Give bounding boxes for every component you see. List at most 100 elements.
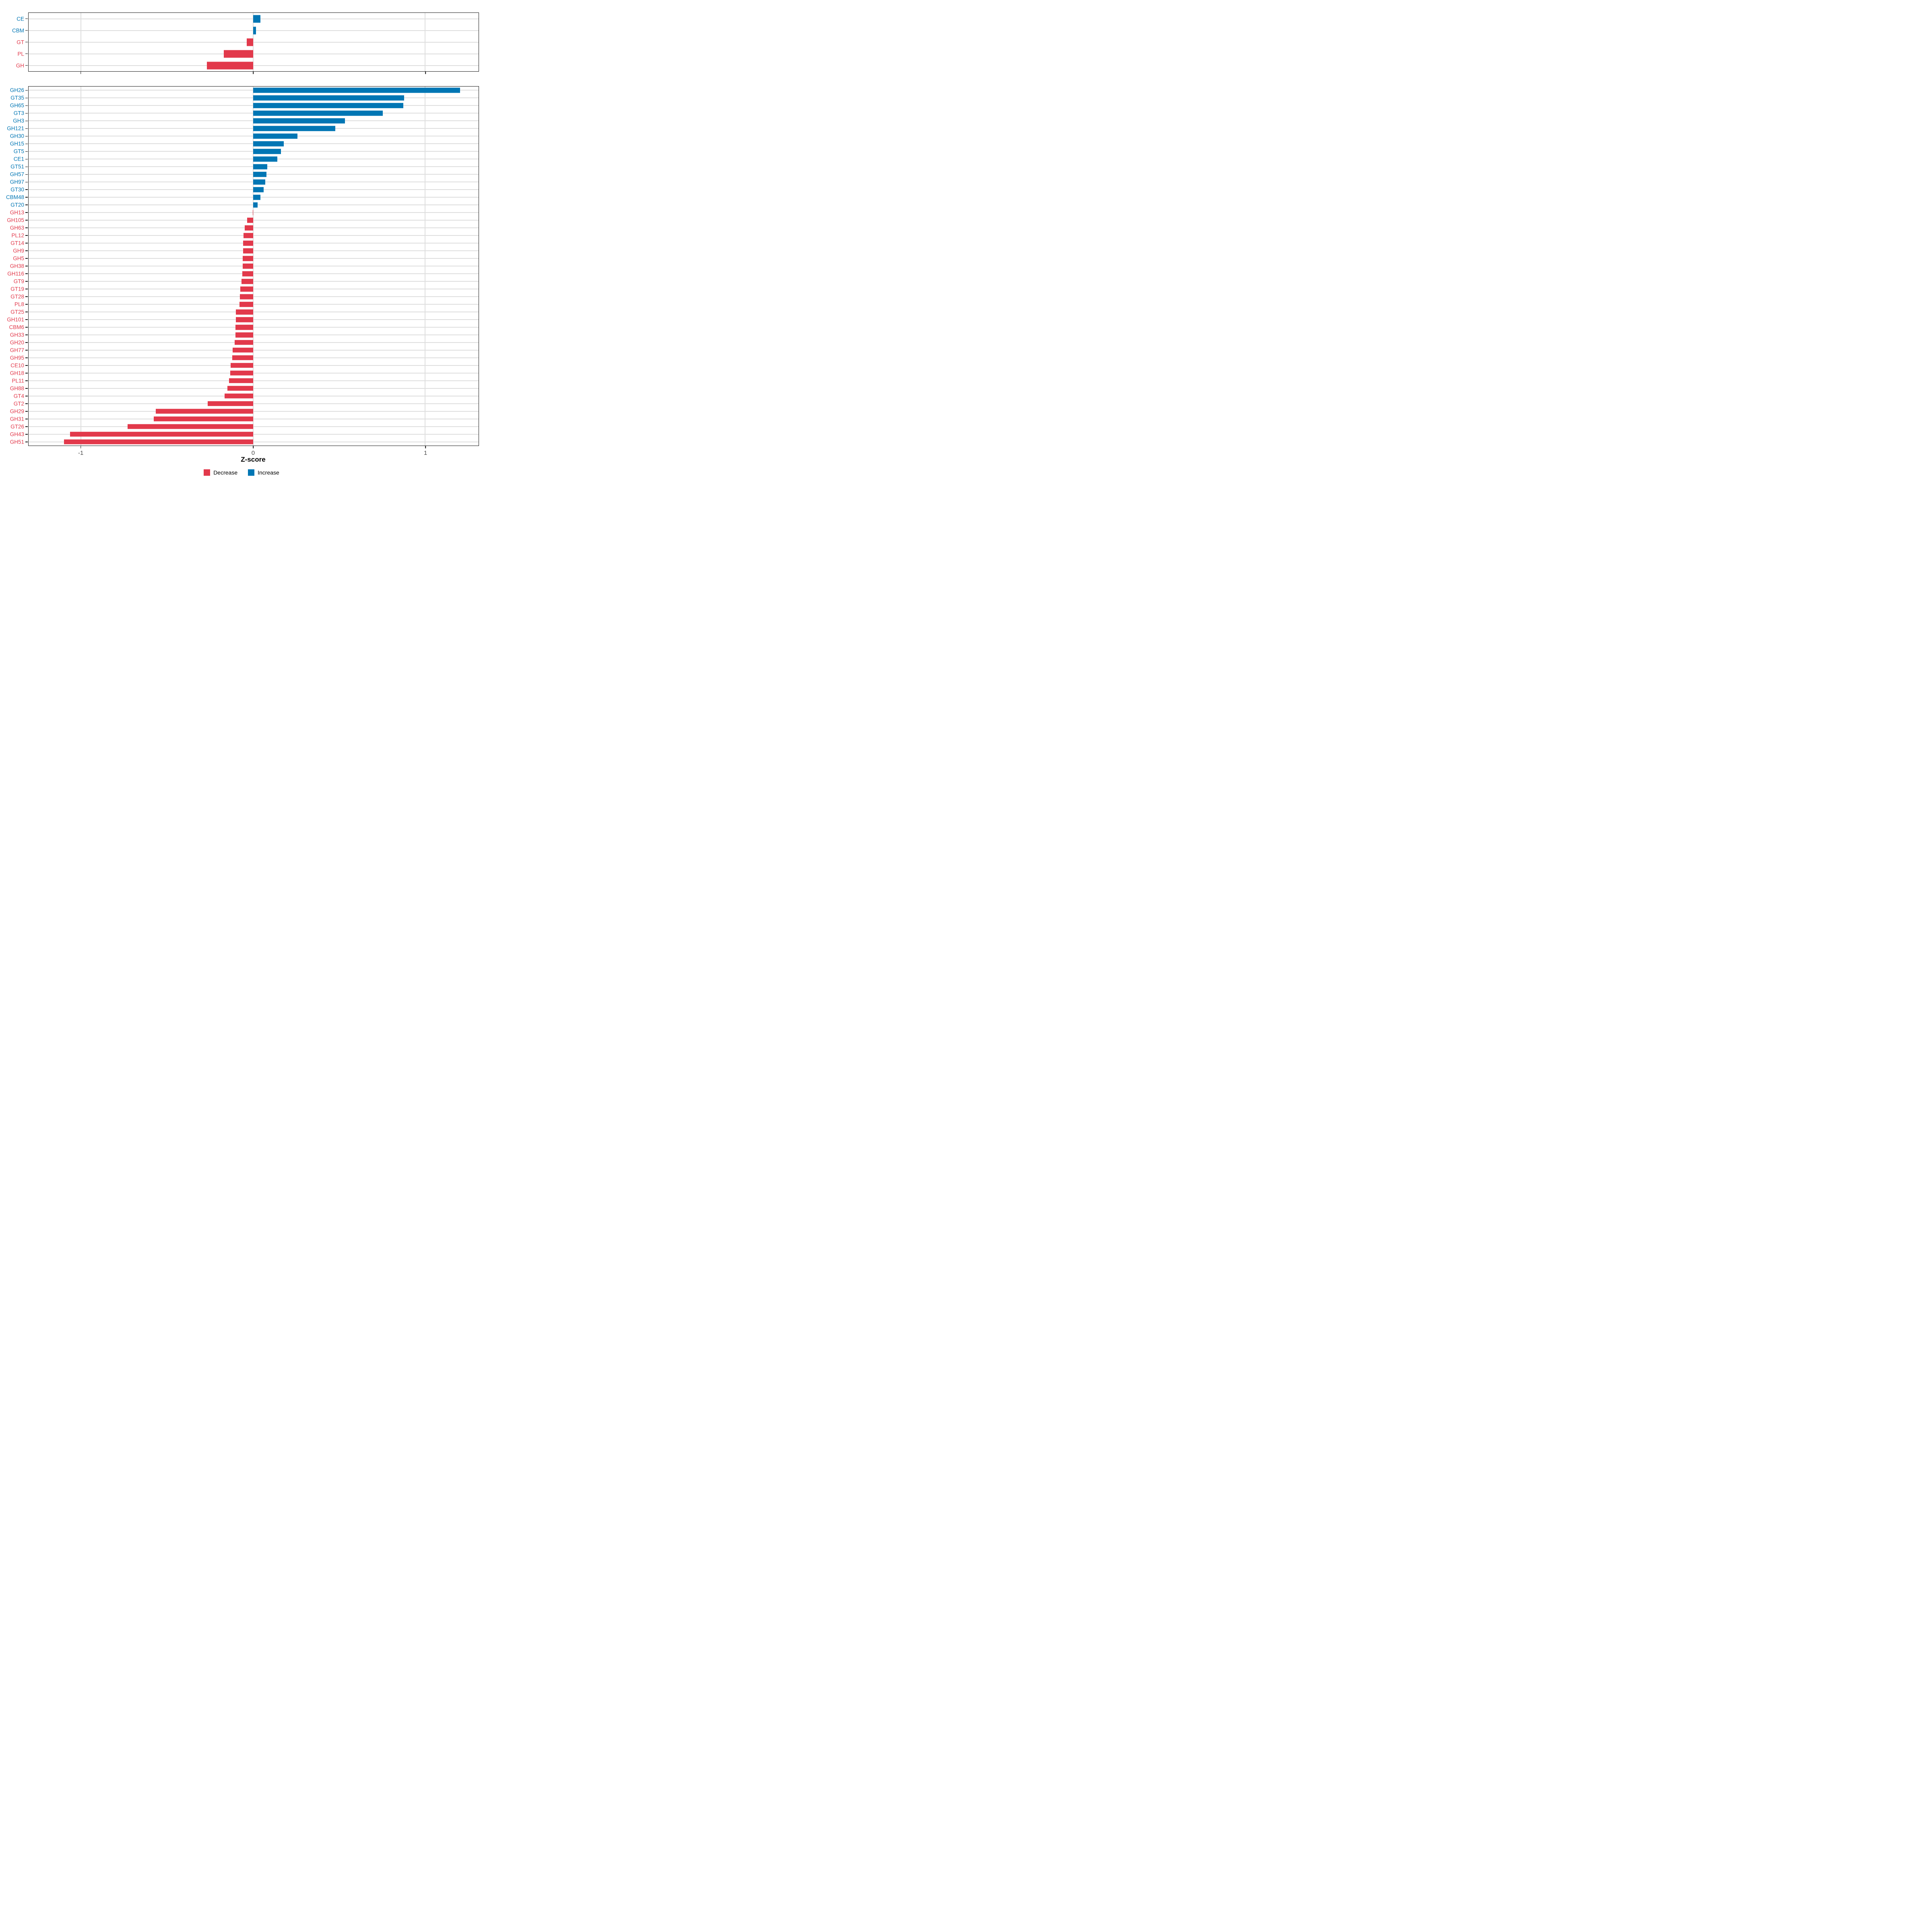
x-axis-tick <box>80 72 81 74</box>
bar <box>253 141 284 147</box>
bar-row: GT35 <box>10 94 479 102</box>
bar-row: GH31 <box>10 415 479 423</box>
horizontal-gridline <box>29 349 479 351</box>
y-axis-tick <box>25 212 28 213</box>
category-label: GH26 <box>10 87 24 93</box>
horizontal-gridline <box>29 342 479 343</box>
bar-row: GH43 <box>10 430 479 438</box>
summary-panel: CE CBM GT PL GH <box>12 12 479 72</box>
category-label: GH77 <box>10 347 24 353</box>
bar-row: GH51 <box>10 438 479 446</box>
category-label: GH33 <box>10 332 24 338</box>
y-axis-tick <box>25 204 28 206</box>
bar <box>253 126 336 131</box>
bar-row: GT30 <box>10 186 479 194</box>
bar-row: CBM <box>12 25 479 36</box>
horizontal-gridline <box>29 426 479 427</box>
y-axis-tick <box>25 319 28 320</box>
category-label: GH5 <box>13 255 24 262</box>
legend-label: Decrease <box>213 469 238 476</box>
y-axis-tick <box>25 327 28 328</box>
bar <box>253 134 297 139</box>
bar <box>245 225 253 231</box>
horizontal-gridline <box>29 273 479 275</box>
bar-row: GT28 <box>10 293 479 301</box>
bar-row: GH13 <box>10 209 479 217</box>
bar-row: CBM6 <box>9 324 479 331</box>
horizontal-gridline <box>29 250 479 252</box>
y-axis-tick <box>25 433 28 435</box>
x-axis-title: Z-score <box>241 456 266 463</box>
bar <box>227 386 253 391</box>
bar-row: PL12 <box>11 232 479 239</box>
category-label: GT <box>17 39 24 45</box>
horizontal-gridline <box>29 319 479 320</box>
x-axis-tick <box>425 72 426 74</box>
category-label: GT9 <box>13 278 24 285</box>
x-axis-tick <box>80 446 81 448</box>
bar-row: GH30 <box>10 132 479 140</box>
bar-row: CBM48 <box>6 194 479 201</box>
bar <box>253 187 264 192</box>
y-axis-tick <box>25 258 28 259</box>
y-axis-tick <box>25 30 28 31</box>
category-label: GT2 <box>13 400 24 407</box>
bar <box>242 263 253 269</box>
category-label: GH <box>16 62 24 68</box>
y-axis-tick <box>25 281 28 282</box>
y-axis-tick <box>25 365 28 366</box>
horizontal-gridline <box>29 235 479 236</box>
horizontal-gridline <box>29 65 479 66</box>
legend-item: Increase <box>248 469 279 476</box>
category-label: GH105 <box>7 217 24 223</box>
x-axis-tick-label: -1 <box>78 450 84 456</box>
bar-row: GH116 <box>7 270 479 278</box>
bar <box>253 164 267 169</box>
y-axis-tick <box>25 220 28 221</box>
x-axis-tick <box>425 446 426 448</box>
y-axis-tick <box>25 403 28 404</box>
bar <box>236 309 253 315</box>
bar <box>253 88 460 93</box>
horizontal-gridline <box>29 243 479 244</box>
bar <box>155 409 253 414</box>
category-label: GT4 <box>13 393 24 399</box>
y-axis-tick <box>25 411 28 412</box>
y-axis-tick <box>25 174 28 175</box>
y-axis-tick <box>25 373 28 374</box>
y-axis-tick <box>25 189 28 190</box>
y-axis-tick <box>25 388 28 389</box>
category-label: GH63 <box>10 225 24 231</box>
bar-row: GH26 <box>10 87 479 94</box>
bar-row: GT2 <box>14 400 479 407</box>
horizontal-gridline <box>29 41 479 43</box>
y-axis-tick <box>25 197 28 198</box>
category-label: GH38 <box>10 263 24 269</box>
bar <box>253 149 281 154</box>
horizontal-gridline <box>29 372 479 374</box>
category-label: GH95 <box>10 355 24 361</box>
bar-row: GH20 <box>10 339 479 346</box>
bar-row: GH101 <box>7 316 479 324</box>
bar <box>253 118 345 124</box>
category-label: CE1 <box>13 156 24 162</box>
bar-row: GT26 <box>10 423 479 430</box>
horizontal-gridline <box>29 227 479 229</box>
bar-row: GT25 <box>10 308 479 316</box>
bar <box>232 355 253 361</box>
y-axis-tick <box>25 250 28 251</box>
y-axis-tick <box>25 296 28 297</box>
y-axis-tick <box>25 128 28 129</box>
bar <box>240 294 253 299</box>
horizontal-gridline <box>29 327 479 328</box>
y-axis-tick <box>25 426 28 427</box>
x-axis-ticks-top-panel <box>28 72 479 75</box>
y-axis-tick <box>25 97 28 99</box>
bar-row: GH <box>16 60 479 71</box>
x-axis-tick <box>253 72 254 74</box>
category-label: GT25 <box>10 309 24 315</box>
bar <box>243 233 253 238</box>
y-axis-tick <box>25 182 28 183</box>
legend-item: Decrease <box>204 469 237 476</box>
y-axis-tick <box>25 90 28 91</box>
